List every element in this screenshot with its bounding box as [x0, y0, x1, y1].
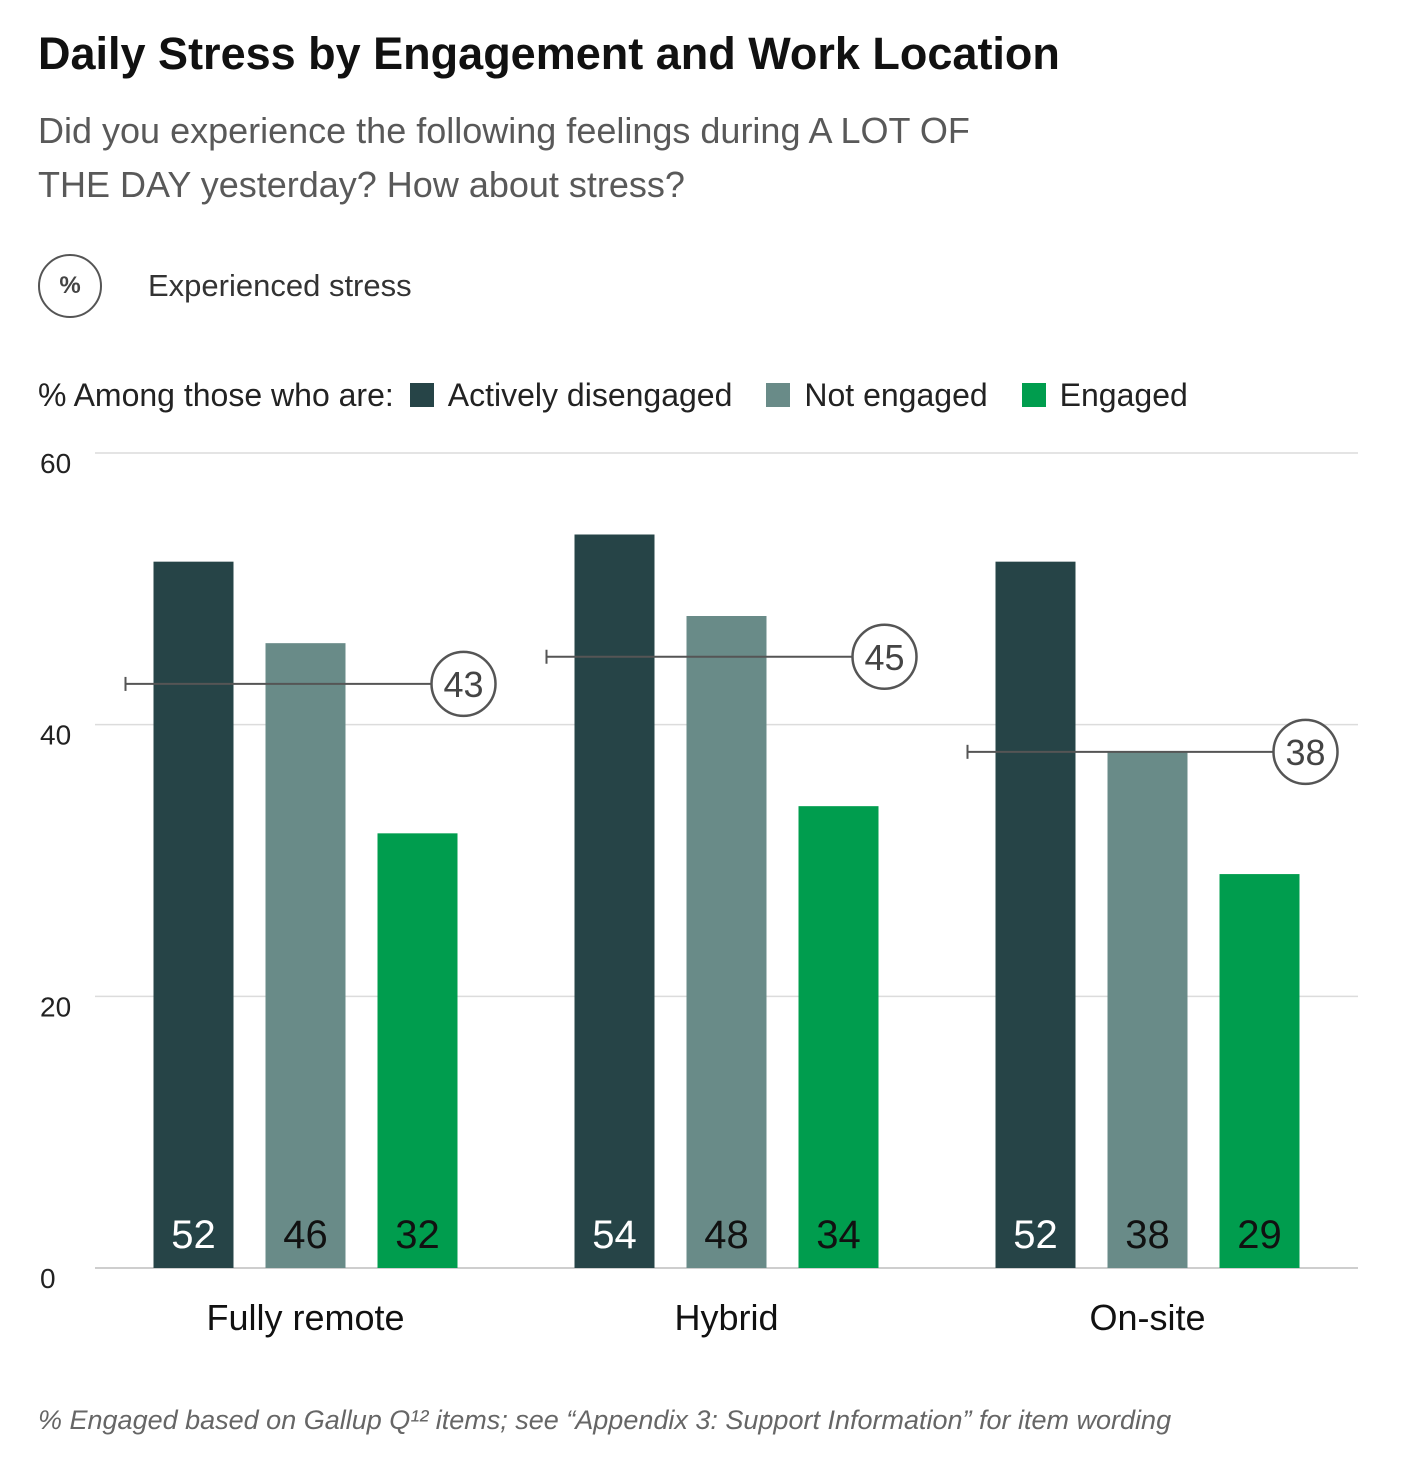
legend-swatch [766, 383, 791, 407]
percent-circle-icon: % [38, 254, 102, 318]
bar [798, 806, 879, 1268]
y-tick-label: 40 [40, 720, 71, 751]
overall-value-circle [430, 650, 497, 718]
overall-value-label: 43 [443, 664, 483, 705]
overall-value-circle [851, 623, 918, 690]
bar-value-label: 52 [171, 1213, 216, 1257]
bar-chart: 0 20 40 60 52 46 32 Fully remote 43 54 48 34 Hybrid 4… [40, 448, 1358, 1338]
overall-value-label: 38 [1285, 732, 1325, 773]
bar-value-label: 32 [395, 1213, 440, 1257]
bar [995, 561, 1076, 1268]
bar [265, 643, 346, 1268]
bar-value-label: 29 [1237, 1213, 1282, 1257]
bar-value-label: 46 [283, 1213, 328, 1257]
legend-item: Engaged [1021, 376, 1188, 414]
legend-item: Actively disengaged [409, 376, 733, 414]
footnote: % Engaged based on Gallup Q¹² items; see… [38, 1405, 1172, 1435]
y-tick-label: 0 [40, 1263, 56, 1294]
measure-label: Experienced stress [148, 268, 412, 303]
legend-prefix: % Among those who are: [38, 376, 394, 413]
x-category-label: Hybrid [674, 1297, 778, 1338]
legend-label: Not engaged [804, 376, 988, 413]
legend-item: Not engaged [766, 376, 988, 414]
bar-value-label: 52 [1013, 1213, 1058, 1257]
chart-title: Daily Stress by Engagement and Work Loca… [38, 28, 1060, 79]
legend-label: Engaged [1059, 376, 1188, 413]
bar-value-label: 54 [592, 1213, 637, 1257]
legend-label: Actively disengaged [447, 376, 733, 413]
bar-value-label: 34 [816, 1213, 861, 1257]
chart-legend: % Among those who are: Actively disengag… [38, 374, 1222, 416]
bar [377, 833, 458, 1268]
bar [153, 561, 234, 1268]
bar-value-label: 38 [1125, 1213, 1170, 1257]
bar [574, 534, 655, 1268]
measure-key: % Experienced stress [38, 252, 412, 320]
legend-swatch [409, 383, 434, 407]
bar [686, 616, 767, 1268]
bar [1107, 751, 1188, 1268]
overall-value-label: 45 [864, 637, 904, 678]
x-category-label: On-site [1089, 1297, 1205, 1338]
bar [1219, 874, 1300, 1268]
legend-swatch [1021, 383, 1046, 407]
y-tick-label: 20 [40, 991, 71, 1022]
overall-value-circle [1272, 718, 1339, 786]
y-tick-label: 60 [40, 448, 71, 479]
x-category-label: Fully remote [206, 1297, 404, 1338]
chart-subtitle: Did you experience the following feeling… [38, 110, 970, 205]
bar-value-label: 48 [704, 1213, 749, 1257]
